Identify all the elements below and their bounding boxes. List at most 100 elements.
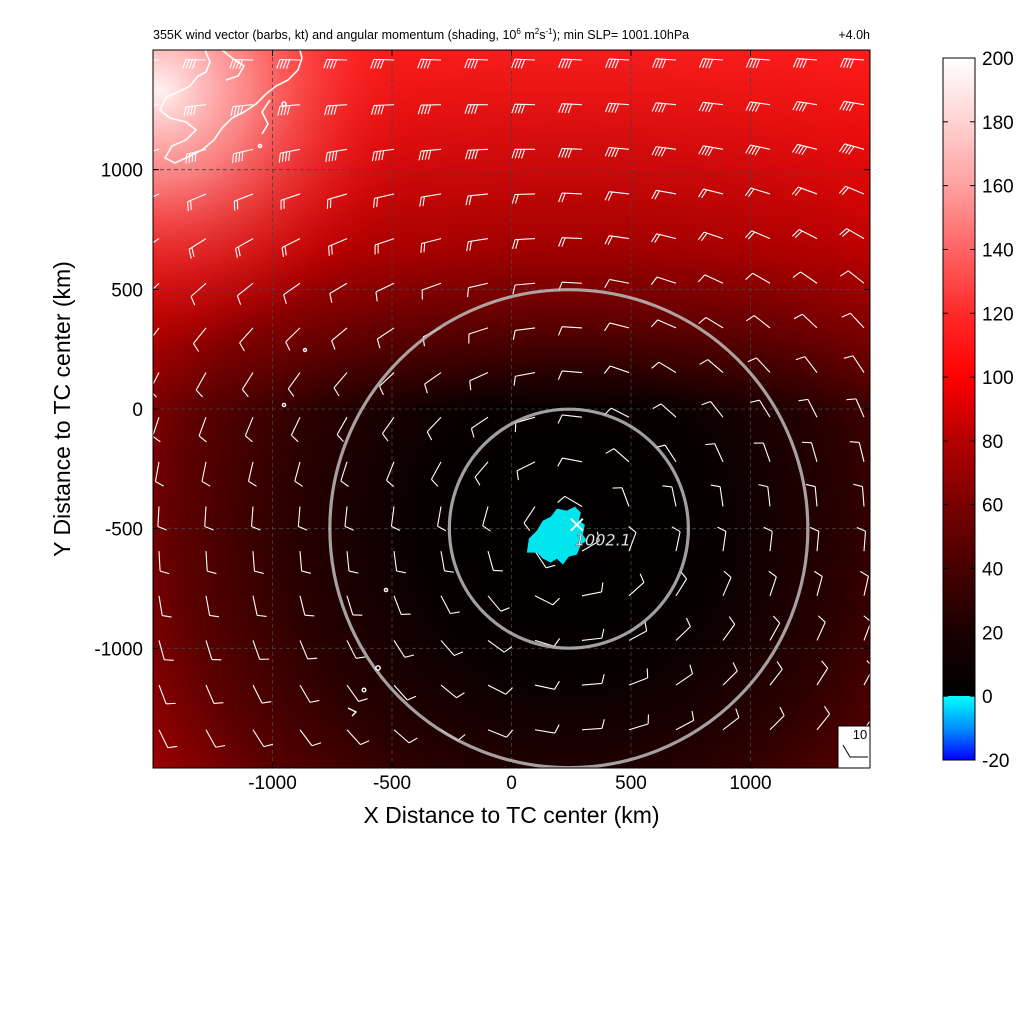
wind-barb bbox=[283, 282, 301, 304]
wind-barb bbox=[698, 145, 724, 157]
wind-barb bbox=[745, 58, 771, 69]
wind-barb bbox=[299, 640, 318, 660]
wind-barb bbox=[371, 148, 395, 162]
wind-barb bbox=[297, 506, 308, 531]
wind-barb bbox=[280, 193, 301, 210]
colorbar-tick-label: 80 bbox=[982, 432, 1003, 453]
wind-barb bbox=[294, 461, 304, 487]
wind-barb bbox=[205, 551, 217, 575]
wind-barb bbox=[744, 187, 771, 197]
wind-barb bbox=[604, 235, 630, 245]
wind-barb bbox=[805, 483, 818, 507]
wind-barb bbox=[516, 461, 536, 481]
wind-barb bbox=[153, 148, 160, 152]
wind-barb bbox=[239, 327, 254, 352]
wind-barb bbox=[628, 621, 648, 641]
wind-barb bbox=[605, 58, 630, 69]
colorbar-tick-label: 40 bbox=[982, 560, 1003, 581]
wind-barb bbox=[792, 229, 818, 240]
wind-barb bbox=[744, 230, 771, 240]
wind-barb bbox=[652, 58, 677, 69]
wind-barb bbox=[722, 708, 740, 731]
wind-barb bbox=[183, 104, 207, 117]
wind-barb bbox=[158, 640, 174, 661]
wind-barb bbox=[252, 640, 270, 660]
wind-barbs bbox=[153, 57, 870, 749]
title-tail: ); min SLP= 1001.10hPa bbox=[553, 28, 690, 42]
wind-barb bbox=[651, 361, 677, 374]
wind-barb bbox=[421, 282, 442, 300]
wind-barb bbox=[374, 238, 395, 255]
title-exponent-1: 6 bbox=[516, 27, 521, 36]
wind-barb bbox=[236, 282, 254, 305]
wind-barb bbox=[557, 370, 583, 380]
wind-barb bbox=[860, 570, 869, 596]
wind-barb bbox=[758, 484, 771, 507]
wind-barb bbox=[745, 272, 771, 284]
wind-barb bbox=[841, 312, 865, 329]
wind-barb bbox=[417, 58, 442, 69]
wind-barb bbox=[182, 59, 207, 69]
wind-barb bbox=[299, 595, 315, 617]
wind-barb bbox=[440, 551, 454, 573]
wind-barb bbox=[482, 506, 491, 532]
wind-barb bbox=[816, 660, 829, 686]
wind-barb bbox=[205, 640, 222, 661]
wind-barb bbox=[745, 101, 771, 113]
wind-barb bbox=[299, 684, 320, 703]
wind-barb bbox=[792, 58, 818, 69]
island-outlines bbox=[281, 347, 389, 717]
wind-barb bbox=[229, 59, 254, 69]
wind-barb bbox=[853, 483, 865, 507]
wind-barb bbox=[675, 710, 695, 731]
wind-barb bbox=[513, 372, 536, 386]
wind-barb bbox=[299, 551, 312, 574]
chart-title: 355K wind vector (barbs, kt) and angular… bbox=[153, 27, 870, 42]
wind-barb bbox=[512, 327, 536, 340]
colorbar-tick-label: 20 bbox=[982, 623, 1003, 644]
wind-barb bbox=[628, 668, 649, 686]
wind-barb bbox=[393, 551, 406, 574]
wind-barb bbox=[323, 58, 348, 69]
wind-barb bbox=[838, 185, 865, 195]
wind-barb bbox=[792, 143, 818, 156]
wind-barb bbox=[697, 231, 724, 242]
wind-barb bbox=[205, 684, 224, 705]
wind-barb bbox=[466, 238, 489, 252]
wind-barb bbox=[285, 327, 301, 351]
wind-barb bbox=[534, 595, 560, 606]
wind-barb bbox=[722, 570, 732, 597]
wind-barb bbox=[328, 238, 348, 256]
colorbar-tick-label: 160 bbox=[982, 177, 1014, 198]
colorbar-tick-label: 0 bbox=[982, 687, 993, 708]
wind-barb bbox=[158, 595, 172, 618]
wind-barb bbox=[671, 526, 681, 552]
wind-barb bbox=[581, 582, 604, 597]
wind-barb bbox=[698, 58, 724, 69]
wind-barb bbox=[856, 527, 867, 552]
wind-barb bbox=[386, 461, 395, 487]
wind-barb bbox=[418, 148, 442, 161]
wind-barb bbox=[299, 729, 322, 747]
wind-barb bbox=[581, 628, 605, 641]
svg-text:355K wind vector (barbs, kt) a: 355K wind vector (barbs, kt) and angular… bbox=[153, 27, 689, 42]
wind-barb bbox=[628, 573, 645, 597]
wind-barb bbox=[487, 684, 513, 695]
wind-barb bbox=[839, 57, 865, 69]
wind-barb bbox=[440, 595, 460, 615]
wind-barb bbox=[768, 570, 777, 596]
wind-barb bbox=[534, 724, 560, 734]
wind-barb bbox=[375, 282, 395, 302]
wind-barb bbox=[157, 506, 167, 531]
colorbar-tick-label: 180 bbox=[982, 113, 1014, 134]
wind-barb bbox=[722, 616, 736, 641]
wind-barb bbox=[153, 417, 161, 443]
wind-barb bbox=[419, 193, 442, 207]
wind-barb bbox=[581, 719, 605, 731]
x-tick-label: 500 bbox=[615, 773, 647, 794]
wind-barb bbox=[247, 461, 257, 487]
wind-barb bbox=[235, 238, 254, 258]
wind-barb bbox=[843, 355, 865, 373]
reference-barb-box: 10 bbox=[837, 725, 871, 769]
time-label: +4.0h bbox=[838, 28, 870, 42]
